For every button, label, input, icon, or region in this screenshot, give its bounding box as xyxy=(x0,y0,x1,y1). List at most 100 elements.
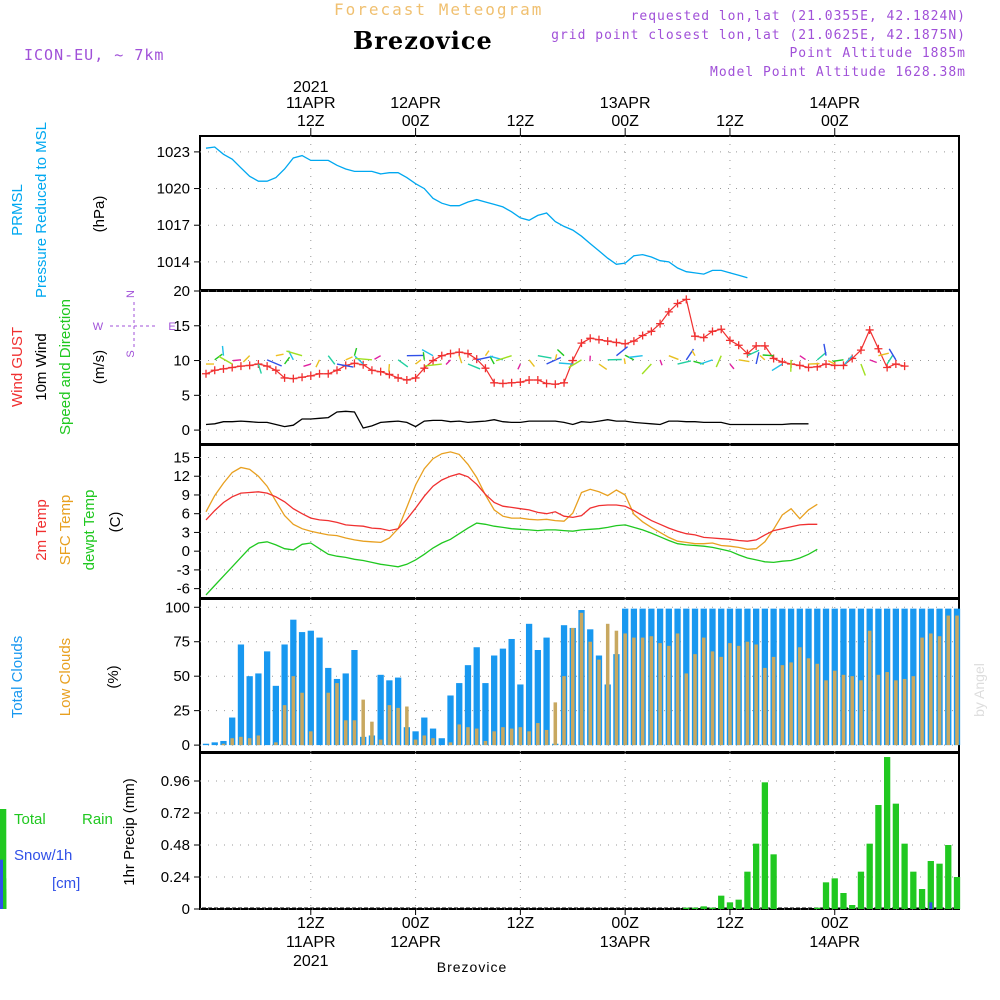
gust-marker xyxy=(516,378,525,387)
low-cloud-bar xyxy=(536,723,540,746)
total-cloud-bar xyxy=(517,684,524,746)
low-cloud-bar xyxy=(719,656,723,746)
total-cloud-bar xyxy=(543,637,550,746)
low-cloud-bar xyxy=(623,633,627,746)
rain-bar xyxy=(883,757,891,909)
total-cloud-bar xyxy=(263,651,271,746)
gust-marker xyxy=(594,335,603,344)
low-cloud-bar xyxy=(710,651,715,746)
low-cloud-bar xyxy=(466,727,470,746)
total-cloud-bar xyxy=(229,717,236,746)
gust-marker xyxy=(752,341,761,350)
y-tick-label: 50 xyxy=(173,668,190,685)
wind-direction-arrow xyxy=(759,354,766,361)
y-tick-label: 5 xyxy=(182,387,190,404)
gust-marker xyxy=(647,327,656,336)
sfc-temp-line xyxy=(205,451,818,550)
low-cloud-bar xyxy=(562,676,566,746)
time-label-bottom-hour: 12Z xyxy=(297,915,325,932)
rain-bar xyxy=(840,893,847,909)
wind-direction-arrow xyxy=(556,349,565,357)
gust-marker xyxy=(769,354,778,363)
y-tick-label: 100 xyxy=(165,599,190,616)
rain-bar xyxy=(945,845,952,909)
temp-2m-label: 2m Temp xyxy=(33,499,50,560)
total-cloud-bar xyxy=(377,674,384,746)
gust-marker xyxy=(411,373,420,382)
rain-bar xyxy=(901,843,908,909)
gust-marker xyxy=(638,331,647,340)
wind-direction-arrow xyxy=(354,357,372,361)
gust-marker xyxy=(202,369,210,378)
gust-marker xyxy=(603,337,612,346)
wind-direction-arrow xyxy=(214,353,223,361)
precip-snow-unit-label: [cm] xyxy=(52,875,80,892)
total-cloud-bar xyxy=(412,731,419,746)
low-cloud-bar xyxy=(745,641,750,746)
low-cloud-bar xyxy=(763,667,767,746)
wind-label: 10m Wind xyxy=(33,333,50,401)
rain-bar xyxy=(875,805,882,909)
time-label-top-hour: 12Z xyxy=(716,113,744,130)
low-cloud-bar xyxy=(605,623,610,746)
low-cloud-bar xyxy=(274,742,278,746)
low-cloud-bar xyxy=(396,707,400,746)
low-cloud-bar xyxy=(946,615,951,746)
time-label-bottom-date: 12APR xyxy=(390,934,441,951)
gust-label: Wind GUST xyxy=(9,327,26,407)
time-label-bottom-date: 14APR xyxy=(809,934,860,951)
low-cloud-bar xyxy=(335,683,339,746)
gust-marker xyxy=(664,307,673,316)
gust-marker xyxy=(289,374,298,383)
gust-marker xyxy=(743,349,752,358)
snow-bar xyxy=(0,901,3,909)
y-tick-label: 9 xyxy=(182,487,190,504)
gust-marker xyxy=(542,379,551,388)
low-cloud-bar xyxy=(754,644,758,746)
low-cloud-bar xyxy=(282,705,287,746)
gust-marker xyxy=(236,362,245,371)
wind-direction-arrow xyxy=(886,354,894,365)
wind-direction-arrow xyxy=(558,362,573,365)
wind-direction-arrow xyxy=(422,352,426,360)
wind-direction-arrow xyxy=(659,359,663,366)
gust-marker xyxy=(708,327,717,336)
precip-ylabel: 1hr Precip (mm) xyxy=(121,778,138,886)
wind-direction-arrow xyxy=(691,350,696,357)
low-cloud-bar xyxy=(501,727,505,746)
time-label-top-date: 11APR xyxy=(286,95,336,112)
low-cloud-bar xyxy=(867,630,872,746)
low-cloud-bar xyxy=(291,676,296,746)
low-cloud-bar xyxy=(361,699,365,746)
wind-direction-arrow xyxy=(738,359,750,363)
time-label-bottom-date: 13APR xyxy=(600,934,651,951)
pressure-unit-label: (hPa) xyxy=(91,196,108,233)
panel-frame-temperature xyxy=(199,444,960,599)
total-cloud-bar xyxy=(351,650,358,746)
precip-total-label: Total xyxy=(14,811,46,828)
gust-marker xyxy=(402,376,411,385)
gust-marker xyxy=(350,359,359,368)
rain-bar xyxy=(892,803,900,909)
wind-direction-arrow xyxy=(747,349,760,357)
time-label-top-hour: 12Z xyxy=(507,113,535,130)
wind-direction-arrow xyxy=(353,347,358,356)
total-cloud-bar xyxy=(202,743,210,746)
rain-bar xyxy=(910,871,917,909)
low-cloud-bar xyxy=(378,739,383,746)
low-cloud-bar xyxy=(789,662,793,746)
wind-direction-arrow xyxy=(715,355,722,368)
gust-marker xyxy=(699,333,708,342)
low-cloud-bar xyxy=(859,680,863,746)
compass-e: E xyxy=(168,321,175,333)
total-cloud-bar xyxy=(534,650,541,746)
y-tick-label: 10 xyxy=(173,353,190,370)
low-cloud-bar xyxy=(824,680,828,746)
compass-s: S xyxy=(125,350,137,357)
rain-bar xyxy=(700,906,707,909)
gust-marker xyxy=(725,336,734,345)
low-cloud-bar xyxy=(588,641,592,746)
rain-bar xyxy=(831,878,838,909)
wind-direction-arrow xyxy=(554,354,558,361)
low-cloud-bar xyxy=(850,676,854,746)
